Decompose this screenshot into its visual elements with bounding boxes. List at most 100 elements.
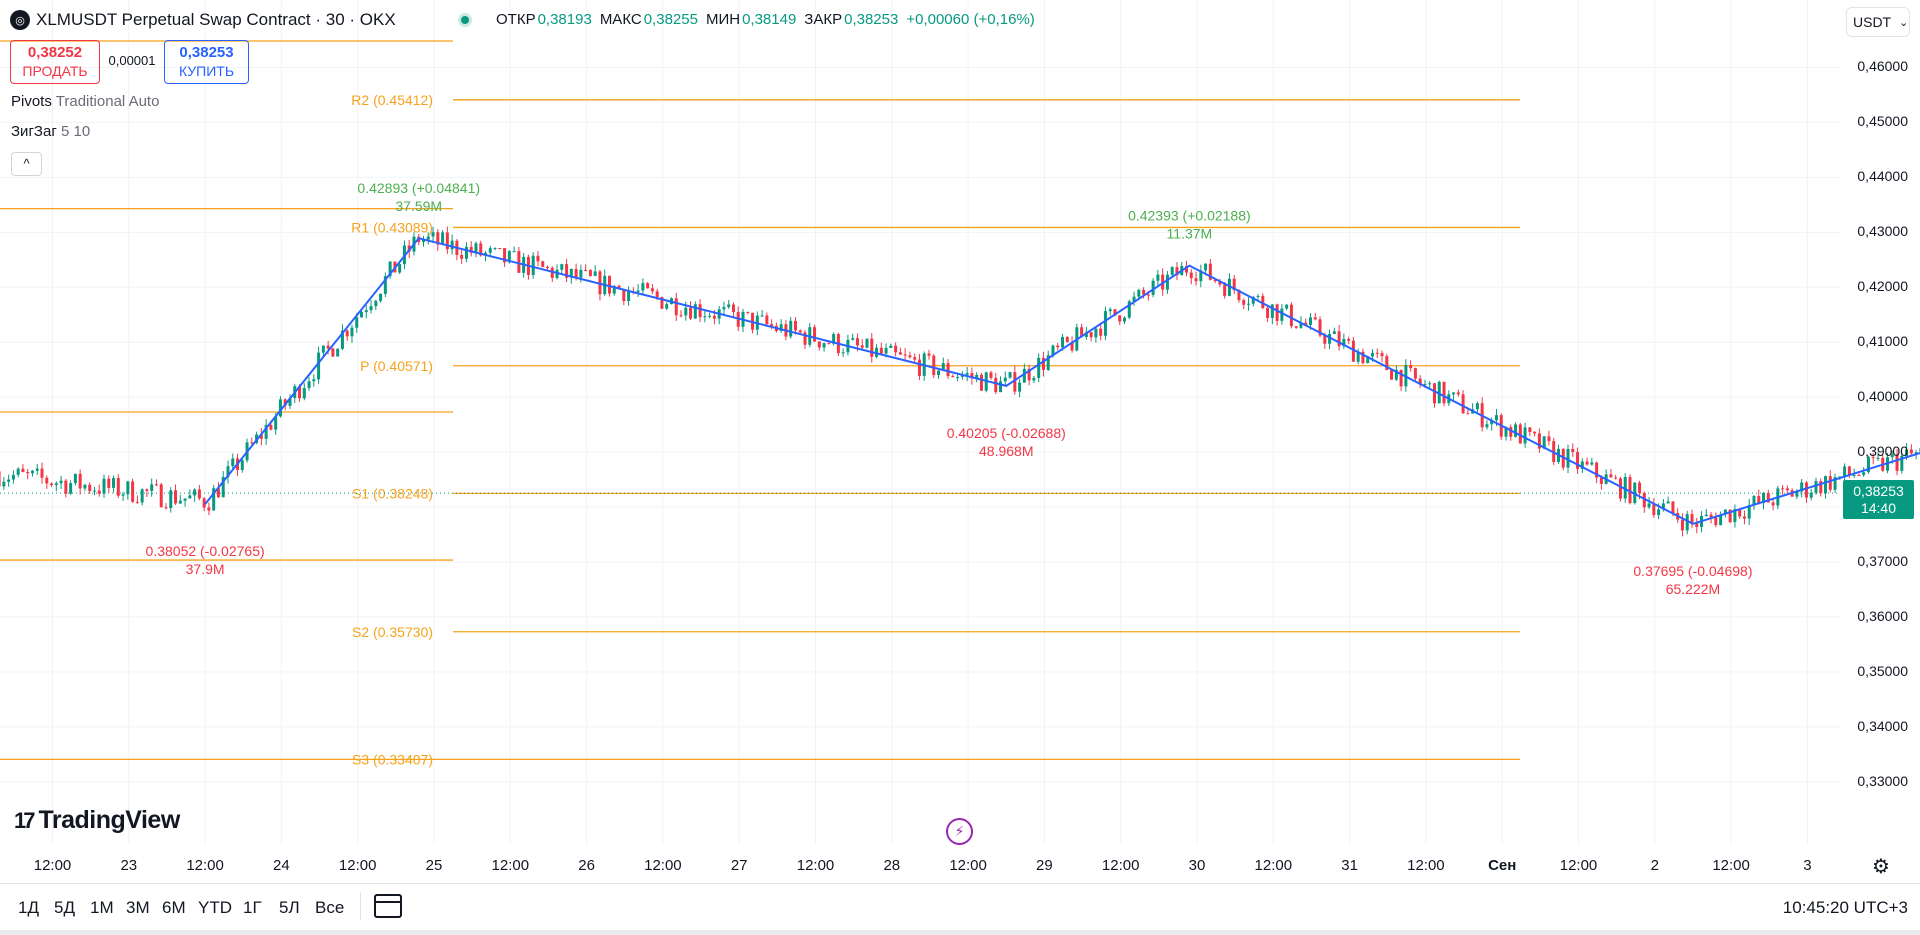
tradingview-logo[interactable]: 17 TradingView: [14, 806, 180, 835]
zigzag-label-price: 0.40205 (-0.02688): [947, 425, 1066, 441]
candle-body: [1056, 345, 1060, 348]
candle-body: [507, 251, 511, 263]
buy-button[interactable]: 0,38253 КУПИТЬ: [164, 40, 249, 84]
candle-body: [865, 338, 869, 348]
collapse-indicators-button[interactable]: ^: [11, 152, 42, 176]
candle-body: [1585, 461, 1589, 465]
candle-body: [1423, 384, 1427, 386]
candle-body: [1018, 382, 1022, 392]
range-button[interactable]: 5Л: [279, 898, 300, 917]
candle-body: [383, 276, 387, 294]
symbol-header[interactable]: ◎ XLMUSDT Perpetual Swap Contract · 30 ·…: [10, 8, 396, 32]
candle-body: [712, 315, 716, 319]
range-button[interactable]: 3М: [126, 898, 150, 917]
candle-body: [1828, 476, 1832, 490]
ohlc-readout: ОТКР 0,38193 МАКС 0,38255 МИН 0,38149 ЗАКР 0…: [496, 11, 1041, 28]
candle-body: [121, 494, 125, 496]
pivot-label: R2 (0.45412): [351, 92, 433, 108]
zigzag-label-volume: 37.9M: [186, 561, 225, 577]
candle-body: [636, 290, 640, 292]
candle-body: [336, 348, 340, 357]
currency-value: USDT: [1853, 14, 1892, 30]
candle-body: [1628, 477, 1632, 504]
candle-body: [0, 471, 1, 487]
currency-select[interactable]: USDT ⌄: [1846, 7, 1910, 37]
sell-button[interactable]: 0,38252 ПРОДАТЬ: [10, 40, 100, 84]
candle-body: [345, 330, 349, 337]
candle-body: [202, 498, 206, 508]
candle-body: [1108, 309, 1112, 312]
candle-body: [1819, 481, 1823, 494]
clock[interactable]: 10:45:20 UTC+3: [1782, 898, 1908, 917]
candle-body: [88, 484, 92, 492]
candle-body: [1385, 356, 1389, 370]
candle-body: [1347, 339, 1351, 341]
candle-body: [1771, 502, 1775, 506]
range-button[interactable]: 5Д: [54, 898, 75, 917]
candle-body: [1795, 491, 1799, 497]
tradingview-wordmark: TradingView: [38, 806, 180, 834]
candle-body: [1547, 436, 1551, 442]
price-axis-label: 0,45000: [1857, 113, 1908, 130]
indicator-zigzag[interactable]: ЗигЗаг 5 10: [11, 123, 90, 140]
settings-gear-icon[interactable]: ⚙: [1872, 856, 1890, 878]
candle-body: [674, 298, 678, 316]
candle-body: [1328, 334, 1332, 344]
indicator-pivots[interactable]: Pivots Traditional Auto: [11, 93, 159, 110]
candle-body: [278, 399, 282, 417]
candle-body: [1895, 454, 1899, 471]
candle-body: [7, 479, 11, 482]
lightning-icon[interactable]: ⚡: [946, 818, 973, 845]
time-axis-label: 26: [578, 857, 595, 874]
time-axis-label: 12:00: [796, 857, 835, 874]
calendar-icon[interactable]: [374, 894, 402, 918]
range-button[interactable]: 6М: [162, 898, 186, 917]
candle-body: [841, 352, 845, 354]
pivot-label: R1 (0.43089): [351, 219, 433, 235]
candle-body: [1175, 267, 1179, 276]
zigzag-polyline: [204, 237, 1920, 525]
time-axis-label: 12:00: [1101, 857, 1140, 874]
candle-body: [1642, 492, 1646, 508]
candle-body: [913, 357, 917, 360]
range-button[interactable]: 1Г: [243, 898, 262, 917]
candle-body: [1132, 296, 1136, 302]
candle-body: [1151, 280, 1155, 295]
candle-body: [469, 246, 473, 253]
range-button[interactable]: 1Д: [18, 898, 39, 917]
zigzag-label-volume: 11.37M: [1167, 226, 1213, 242]
candle-body: [1008, 372, 1012, 378]
candle-body: [622, 289, 626, 302]
candle-body: [364, 310, 368, 312]
candle-body: [937, 370, 941, 376]
buy-label: КУПИТЬ: [178, 63, 235, 79]
candle-body: [855, 338, 859, 346]
candle-body: [193, 489, 197, 496]
candle-body: [1251, 296, 1255, 304]
candle-body: [550, 267, 554, 278]
candle-body: [1003, 377, 1007, 382]
candle-body: [317, 352, 321, 380]
candle-body: [154, 484, 158, 486]
time-axis-label: Сен: [1488, 857, 1517, 874]
candle-body: [145, 489, 149, 491]
candle-body: [131, 481, 135, 502]
market-status-icon[interactable]: [458, 13, 472, 27]
candle-body: [183, 498, 187, 501]
candle-body: [307, 381, 311, 389]
candle-body: [1418, 378, 1422, 385]
candle-body: [1113, 309, 1117, 316]
candle-body: [388, 261, 392, 277]
candle-body: [1843, 466, 1847, 477]
price-axis-label: 0,35000: [1857, 662, 1908, 679]
price-axis-label: 0,43000: [1857, 223, 1908, 240]
range-button[interactable]: 1М: [90, 898, 114, 917]
candle-body: [1218, 281, 1222, 285]
candle-body: [1680, 519, 1684, 531]
range-button[interactable]: Все: [315, 898, 345, 917]
candle-body: [360, 311, 364, 318]
chart-grid: [0, 0, 1840, 845]
range-button[interactable]: YTD: [198, 898, 232, 917]
candle-body: [1409, 365, 1413, 369]
